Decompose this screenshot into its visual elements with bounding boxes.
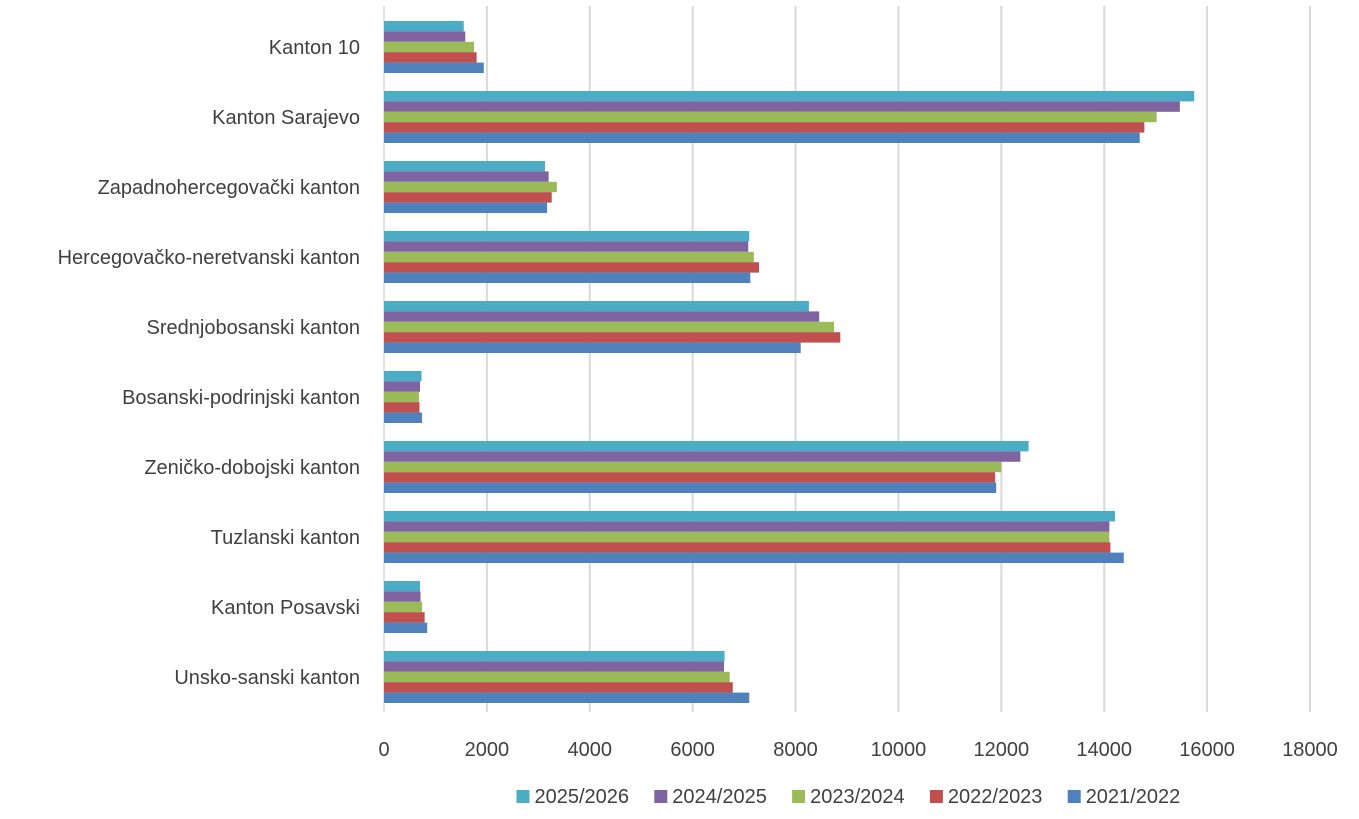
bar bbox=[384, 601, 423, 613]
bar bbox=[384, 692, 750, 703]
category-label: Unsko-sanski kanton bbox=[174, 667, 360, 689]
bar bbox=[384, 461, 1002, 473]
bar bbox=[384, 332, 841, 343]
x-tick-label: 0 bbox=[378, 739, 389, 761]
bar bbox=[384, 101, 1180, 112]
x-tick-label: 4000 bbox=[568, 739, 613, 761]
bar bbox=[384, 52, 477, 63]
bar bbox=[384, 192, 552, 203]
bar bbox=[384, 671, 730, 683]
bar bbox=[384, 581, 421, 592]
category-labels: Kanton 10 Kanton Sarajevo Zapadnohercegova… bbox=[58, 37, 360, 689]
bar bbox=[384, 651, 725, 662]
category-label: Srednjobosanski kanton bbox=[147, 317, 360, 339]
bar bbox=[384, 622, 428, 633]
category-label: Zapadnohercegovački kanton bbox=[98, 177, 360, 199]
x-tick-labels: 0 2000 4000 6000 8000 10000 12000 14000 16000 180… bbox=[378, 739, 1337, 761]
legend-swatch bbox=[654, 790, 668, 803]
x-tick-label: 12000 bbox=[974, 739, 1030, 761]
legend-label: 2022/2023 bbox=[948, 786, 1043, 808]
bar bbox=[384, 31, 466, 42]
bar bbox=[384, 472, 996, 483]
legend-swatch bbox=[792, 790, 806, 803]
bar bbox=[384, 202, 548, 213]
bar bbox=[384, 661, 725, 672]
category-label: Bosanski-podrinjski kanton bbox=[122, 387, 360, 409]
bar bbox=[384, 241, 749, 252]
bar bbox=[384, 342, 801, 353]
legend-label: 2021/2022 bbox=[1086, 786, 1181, 808]
x-tick-label: 16000 bbox=[1179, 739, 1235, 761]
x-tick-label: 18000 bbox=[1282, 739, 1338, 761]
bar bbox=[384, 381, 421, 392]
bar bbox=[384, 111, 1157, 123]
bar bbox=[384, 391, 419, 403]
legend: 2025/2026 2024/2025 2023/2024 2022/2023 2021… bbox=[516, 786, 1181, 808]
bar bbox=[384, 181, 557, 193]
bar bbox=[384, 612, 425, 623]
bar bbox=[384, 132, 1140, 143]
legend-swatch bbox=[516, 790, 530, 803]
bar bbox=[384, 231, 750, 242]
bar bbox=[384, 521, 1110, 532]
bar bbox=[384, 251, 754, 263]
x-tick-label: 10000 bbox=[871, 739, 927, 761]
legend-label: 2025/2026 bbox=[535, 786, 630, 808]
x-tick-label: 6000 bbox=[670, 739, 715, 761]
legend-swatch bbox=[929, 790, 943, 803]
legend-item: 2023/2024 bbox=[792, 786, 905, 808]
legend-item: 2021/2022 bbox=[1067, 786, 1181, 808]
category-label: Zeničko-dobojski kanton bbox=[144, 457, 360, 479]
category-label: Kanton 10 bbox=[269, 37, 360, 59]
legend-swatch bbox=[1067, 790, 1081, 803]
bar bbox=[384, 371, 422, 382]
category-label: Kanton Posavski bbox=[211, 597, 360, 619]
bar bbox=[384, 511, 1116, 522]
legend-item: 2022/2023 bbox=[929, 786, 1043, 808]
bar bbox=[384, 41, 475, 53]
bar bbox=[384, 161, 546, 172]
category-label: Hercegovačko-neretvanski kanton bbox=[58, 247, 360, 269]
bar bbox=[384, 441, 1029, 452]
bar bbox=[384, 531, 1110, 543]
bar bbox=[384, 272, 751, 283]
bar bbox=[384, 682, 733, 693]
bar bbox=[384, 482, 997, 493]
category-label: Tuzlanski kanton bbox=[211, 527, 360, 549]
bar bbox=[384, 542, 1111, 553]
bar bbox=[384, 591, 421, 602]
legend-label: 2024/2025 bbox=[672, 786, 767, 808]
category-label: Kanton Sarajevo bbox=[212, 107, 360, 129]
legend-item: 2025/2026 bbox=[516, 786, 630, 808]
bar bbox=[384, 62, 484, 73]
x-tick-label: 2000 bbox=[465, 739, 510, 761]
bar bbox=[384, 122, 1145, 133]
legend-item: 2024/2025 bbox=[654, 786, 767, 808]
legend-label: 2023/2024 bbox=[810, 786, 905, 808]
bar bbox=[384, 311, 820, 322]
bar bbox=[384, 171, 549, 182]
bar bbox=[384, 451, 1021, 462]
bar bbox=[384, 91, 1195, 102]
bar bbox=[384, 301, 809, 312]
bar bbox=[384, 412, 423, 423]
bar bbox=[384, 321, 835, 333]
bar bbox=[384, 402, 420, 413]
bar bbox=[384, 552, 1124, 563]
x-tick-label: 14000 bbox=[1076, 739, 1132, 761]
x-tick-label: 8000 bbox=[773, 739, 818, 761]
bar bbox=[384, 21, 464, 32]
bar bbox=[384, 262, 760, 273]
bars-layer bbox=[384, 21, 1195, 703]
